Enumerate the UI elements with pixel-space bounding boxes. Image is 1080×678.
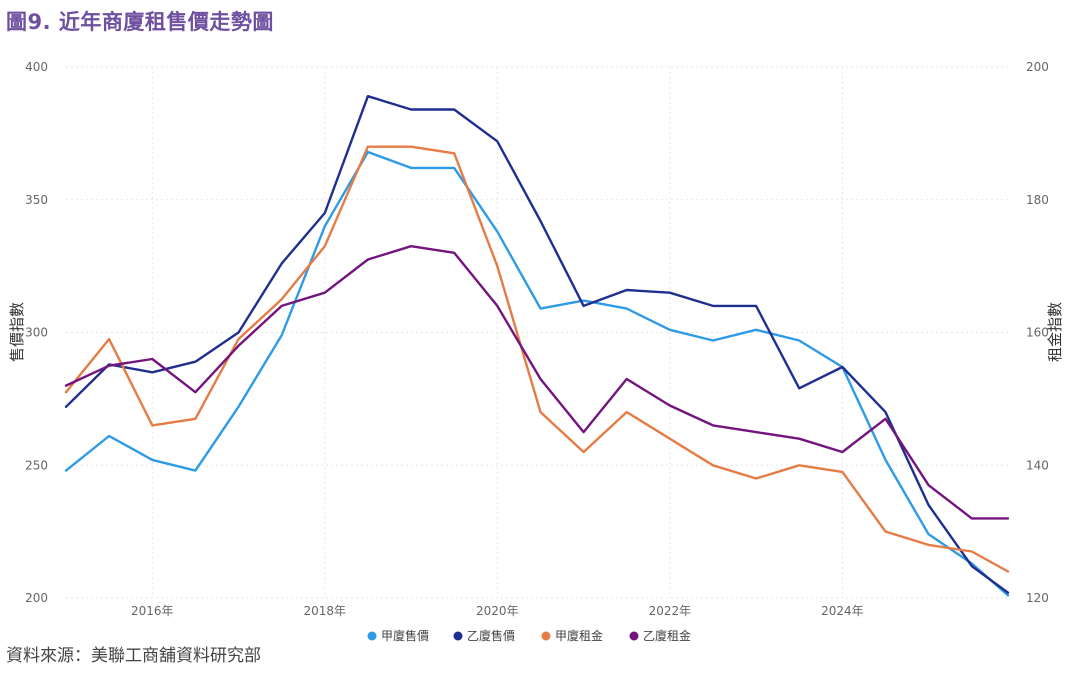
grid-layer <box>66 66 1008 599</box>
x-tick-label: 2018年 <box>304 604 347 618</box>
series-line-0 <box>64 150 1010 597</box>
y-tick-label-right: 180 <box>1026 193 1049 207</box>
source-note: 資料來源：美聯工商舖資料研究部 <box>6 646 261 666</box>
legend-label-3: 乙廈租金 <box>643 628 691 643</box>
legend-label-0: 甲廈售價 <box>381 628 429 643</box>
series-line-3 <box>64 244 1010 520</box>
x-tick-label: 2020年 <box>476 604 519 618</box>
legend-marker-1 <box>453 631 463 641</box>
y-axis-title-right: 租金指數 <box>1046 302 1064 362</box>
y-tick-label-left: 400 <box>25 60 48 74</box>
series-line-2 <box>64 145 1010 573</box>
y-tick-label-right: 120 <box>1026 591 1049 605</box>
y-tick-label-right: 160 <box>1026 326 1049 340</box>
y-tick-label-left: 300 <box>25 326 48 340</box>
legend-marker-2 <box>541 631 551 641</box>
series-layer <box>64 94 1010 597</box>
figure-title: 圖9. 近年商廈租售價走勢圖 <box>6 10 274 34</box>
y-tick-label-right: 200 <box>1026 60 1049 74</box>
y-tick-label-left: 250 <box>25 458 48 472</box>
y-tick-label-right: 140 <box>1026 458 1049 472</box>
legend-marker-3 <box>629 631 639 641</box>
y-tick-label-left: 350 <box>25 193 48 207</box>
x-tick-label: 2022年 <box>649 604 692 618</box>
x-tick-label: 2024年 <box>821 604 864 618</box>
legend-marker-0 <box>367 631 377 641</box>
tick-layer: 200 120 250 140 300 160 350 180 400 200 2016年 2018年… <box>25 60 1049 618</box>
legend-label-1: 乙廈售價 <box>467 628 515 643</box>
legend: 甲廈售價 乙廈售價 甲廈租金 乙廈租金 <box>367 628 691 643</box>
legend-label-2: 甲廈租金 <box>555 628 603 643</box>
series-line-1 <box>64 94 1010 594</box>
y-tick-label-left: 200 <box>25 591 48 605</box>
x-tick-label: 2016年 <box>131 604 174 618</box>
y-axis-title-left: 售價指數 <box>8 302 26 362</box>
